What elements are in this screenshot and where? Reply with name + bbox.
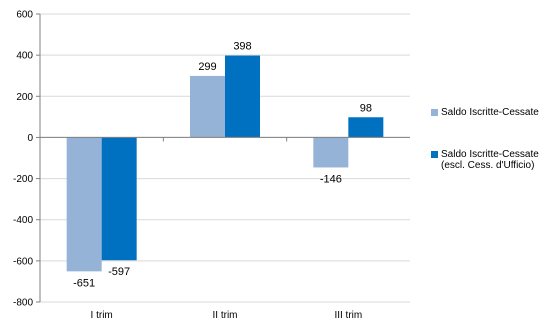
y-tick-label-6: -600 — [13, 256, 33, 267]
x-tick-label-2: II trim — [213, 310, 238, 320]
y-tick-label-7: -800 — [13, 298, 33, 309]
data-label-series-1-2: 299 — [198, 61, 216, 73]
y-tick-label-4: -200 — [13, 174, 33, 185]
data-label-series-2-1: -597 — [108, 266, 130, 278]
legend: Saldo Iscritte-Cessate Saldo Iscritte-Ce… — [431, 107, 539, 202]
legend-label-series-1: Saldo Iscritte-Cessate — [441, 107, 539, 118]
bar-series-2-3 — [348, 117, 383, 137]
data-label-series-1-1: -651 — [73, 277, 95, 289]
x-tick-label-3: III trim — [334, 310, 362, 320]
legend-label-series-2: Saldo Iscritte-Cessate (escl. Cess. d'Uf… — [441, 149, 539, 171]
y-tick-label-3: 0 — [27, 133, 33, 144]
y-tick-label-5: -400 — [13, 215, 33, 226]
legend-swatch-series-2 — [431, 151, 438, 158]
y-tick-label-2: 200 — [16, 92, 33, 103]
y-tick-label-1: 400 — [16, 51, 33, 62]
data-label-series-2-3: 98 — [360, 102, 372, 114]
bar-series-2-2 — [225, 56, 260, 138]
y-tick-label-0: 600 — [16, 10, 33, 21]
legend-swatch-series-1 — [431, 109, 438, 116]
bar-series-2-1 — [102, 137, 137, 260]
bar-series-1-1 — [67, 137, 102, 271]
x-tick-label-1: I trim — [91, 310, 113, 320]
bar-series-1-2 — [190, 76, 225, 138]
legend-item-series-2: Saldo Iscritte-Cessate (escl. Cess. d'Uf… — [431, 149, 539, 171]
data-label-series-2-2: 398 — [233, 41, 251, 53]
bar-series-1-3 — [313, 137, 348, 167]
data-label-series-1-3: -146 — [320, 173, 342, 185]
legend-item-series-1: Saldo Iscritte-Cessate — [431, 107, 539, 118]
